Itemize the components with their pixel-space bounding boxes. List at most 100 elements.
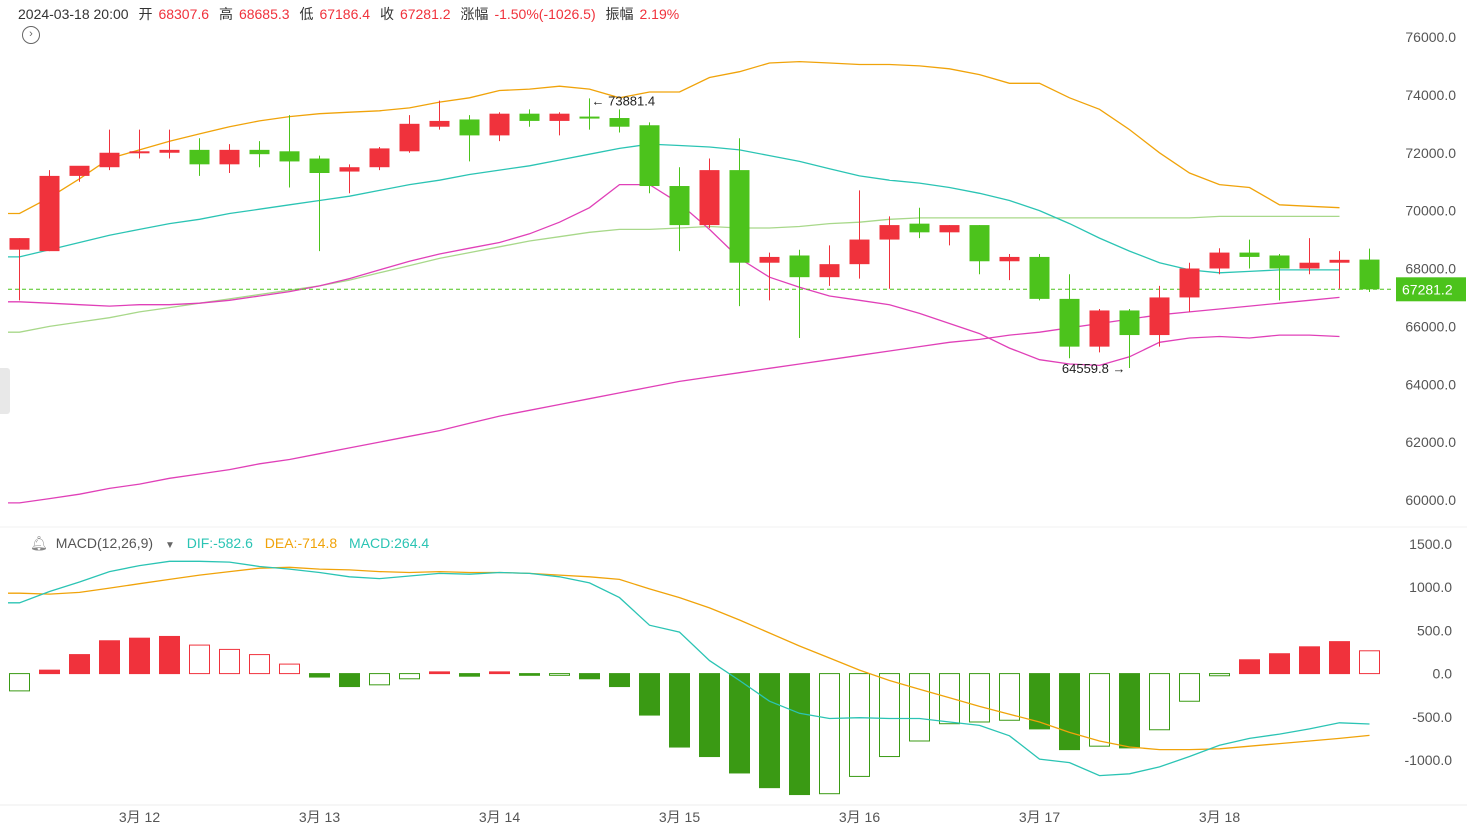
macd-bar [69,654,90,675]
macd-bar [189,644,210,675]
macd-bar [249,654,270,675]
candle-body [1089,310,1110,347]
macd-bar [879,673,900,758]
time-tick-label: 3月 15 [659,809,700,825]
candle-body [1329,259,1350,263]
candle-body [1239,252,1260,257]
candle-body [1149,297,1170,336]
macd-bar [1089,673,1110,747]
macd-bar [1269,653,1290,675]
candle-body [729,170,750,263]
candle-body [369,148,390,168]
open-label: 开 [138,6,153,22]
macd-bar [729,673,750,774]
candle-body [1059,298,1080,347]
macd-bar [849,673,870,777]
candle-body [69,165,90,176]
macd-bar [1119,673,1140,749]
expand-arrow-icon[interactable]: › [22,26,40,44]
candle-body [9,238,30,250]
candle-body [639,125,660,187]
last-price-label: 67281.2 [1402,281,1453,297]
macd-header: 🔔︎ MACD(12,26,9) ▼ DIF:-582.6 DEA:-714.8 … [30,535,437,552]
macd-bar [699,673,720,758]
macd-bar [279,663,300,675]
macd-bar [99,640,120,675]
time-tick-label: 3月 17 [1019,809,1060,825]
macd-tick-label: 1000.0 [1409,579,1452,595]
side-panel-handle[interactable] [0,368,10,414]
candle-body [1029,256,1050,299]
open-value: 68307.6 [158,6,210,22]
macd-bar [1239,659,1260,675]
boll-mid-line [8,143,1340,274]
macd-bar [459,673,480,677]
time-tick-label: 3月 12 [119,809,160,825]
macd-bar [369,673,390,686]
candle-body [669,186,690,226]
macd-name: MACD(12,26,9) [55,535,154,551]
candle-body [789,255,810,278]
change-label: 涨幅 [460,6,489,22]
macd-bar [309,673,330,678]
macd-bar [549,673,570,676]
macd-bar [1029,673,1050,730]
candle-body [189,149,210,165]
candle-body [519,113,540,121]
dif-line [8,560,1370,777]
boll-lower-long-line [8,296,1340,504]
time-tick-label: 3月 18 [1199,809,1240,825]
bell-icon[interactable]: 🔔︎ [30,535,48,551]
candle-body [1209,252,1230,269]
price-tick-label: 72000.0 [1405,145,1456,161]
change-value: -1.50%(-1026.5) [494,6,596,22]
candle-body [1119,310,1140,336]
candle-body [309,158,330,174]
candle-body [609,118,630,127]
candle-body [99,152,120,168]
amp-label: 振幅 [605,6,634,22]
macd-bar [489,671,510,675]
candle-body [1299,262,1320,269]
candle-body [939,225,960,233]
low-label: 低 [299,6,314,22]
time-tick-label: 3月 16 [839,809,880,825]
boll-upper-line [8,60,1340,215]
macd-bar [609,673,630,688]
macd-bar [339,673,360,688]
datetime: 2024-03-18 20:00 [18,6,129,22]
macd-bar [579,673,600,680]
macd-tick-label: 500.0 [1417,622,1452,638]
price-tick-label: 76000.0 [1405,29,1456,45]
candle-body [969,225,990,262]
candle-body [429,120,450,127]
dif-value: DIF:-582.6 [186,535,253,551]
macd-bar [759,673,780,789]
close-value: 67281.2 [399,6,451,22]
candle-body [999,256,1020,262]
macd-bar [1179,673,1200,702]
candle-body [279,151,300,162]
candle-body [909,223,930,233]
price-tick-label: 60000.0 [1405,492,1456,508]
macd-bar [999,673,1020,721]
high-value: 68685.3 [238,6,290,22]
macd-bar [39,669,60,675]
macd-bar [129,637,150,675]
high-marker-label: ← 73881.4 [592,93,656,108]
candle-body [219,149,240,165]
macd-bar [1059,673,1080,751]
candle-body [1179,268,1200,298]
macd-bar [819,673,840,795]
ma-line [8,215,1340,333]
candle-body [129,151,150,154]
time-tick-label: 3月 14 [479,809,520,825]
last-price-tag [1396,277,1466,302]
chevron-down-icon[interactable]: ▼ [164,540,175,551]
macd-bar [159,635,180,675]
macd-bar [969,673,990,723]
macd-tick-label: -500.0 [1412,709,1452,725]
candle-body [819,264,840,278]
candle-body [399,123,420,152]
